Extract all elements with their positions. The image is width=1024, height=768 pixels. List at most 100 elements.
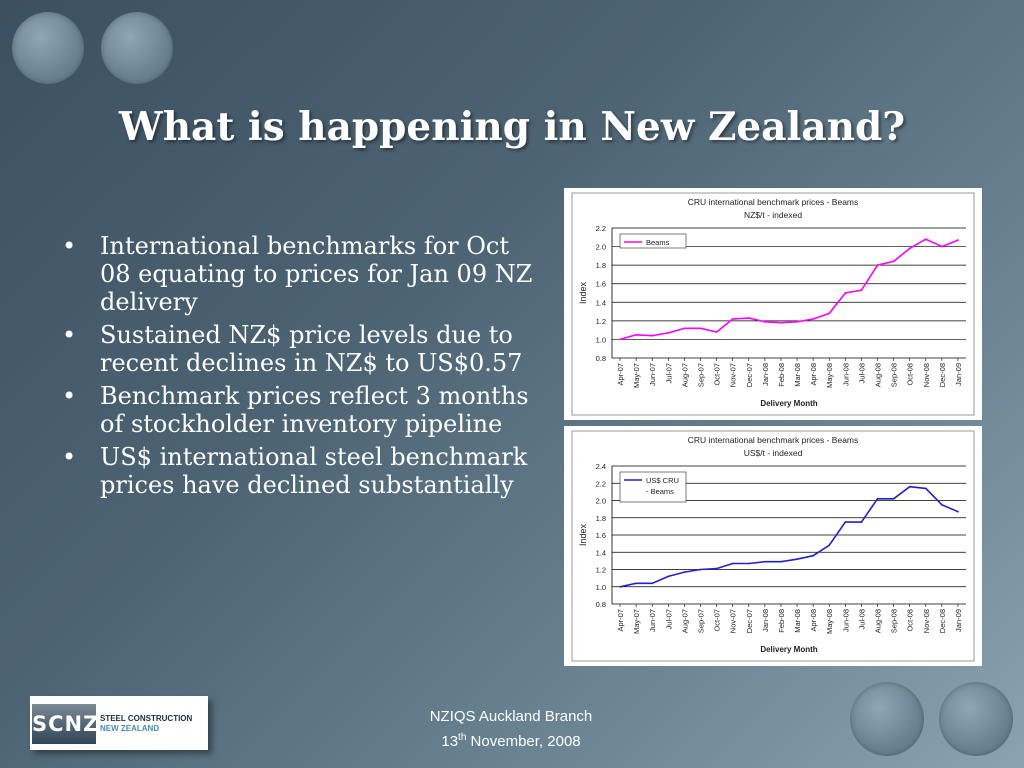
footer-date-rest: November, 2008 <box>466 733 581 750</box>
x-tick-label: Dec-08 <box>938 363 947 387</box>
data-point <box>957 510 959 513</box>
x-tick-label: Sep-08 <box>890 363 899 387</box>
data-point <box>699 568 702 571</box>
x-tick-label: Aug-07 <box>680 609 689 633</box>
data-point <box>731 318 734 320</box>
bullet-text: Benchmark prices reflect 3 months of sto… <box>100 382 529 438</box>
decorative-circle-bottom-right-2 <box>939 682 1013 756</box>
data-point <box>844 521 847 523</box>
x-tick-label: Aug-07 <box>680 363 689 387</box>
data-point <box>699 327 702 330</box>
nz-price-chart-panel: CRU international benchmark prices - Bea… <box>564 188 982 420</box>
x-tick-label: Feb-08 <box>777 363 786 387</box>
data-point <box>651 582 654 585</box>
y-axis-label: Index <box>578 523 588 546</box>
bullet-text: International benchmarks for Oct 08 equa… <box>100 232 533 316</box>
data-point <box>619 585 621 588</box>
x-tick-label: Sep-07 <box>697 609 706 633</box>
x-tick-label: Jun-07 <box>648 363 657 386</box>
chart-title: CRU international benchmark prices - Bea… <box>688 197 859 207</box>
decorative-circle-bottom-right-1 <box>850 682 924 756</box>
x-tick-label: Jul-07 <box>664 363 673 383</box>
y-tick-label: 1.0 <box>596 583 606 592</box>
us-price-chart-panel: CRU international benchmark prices - Bea… <box>564 426 982 666</box>
legend-label: Beams <box>646 238 670 247</box>
decorative-circle-top-left-2 <box>101 12 173 84</box>
data-point <box>924 487 927 490</box>
x-tick-label: Feb-08 <box>777 609 786 633</box>
chart-title: CRU international benchmark prices - Bea… <box>688 435 859 445</box>
x-tick-label: May-08 <box>825 363 834 388</box>
data-point <box>635 333 638 336</box>
data-point <box>667 575 670 578</box>
data-point <box>731 562 734 565</box>
data-point <box>683 327 686 330</box>
x-tick-label: Oct-07 <box>713 363 722 386</box>
x-tick-label: Oct-07 <box>713 609 722 632</box>
legend-box <box>619 471 687 503</box>
x-tick-label: Nov-07 <box>729 363 738 387</box>
x-tick-label: Jun-07 <box>648 609 657 632</box>
x-tick-label: Dec-07 <box>745 363 754 387</box>
y-tick-label: 2.2 <box>596 479 606 488</box>
series-line <box>619 238 959 341</box>
data-point <box>860 289 863 292</box>
series-line <box>619 485 959 588</box>
x-tick-label: Apr-08 <box>809 363 818 386</box>
data-point <box>876 497 879 500</box>
x-tick-label: May-08 <box>825 609 834 634</box>
footer-text: NZIQS Auckland Branch 13th November, 200… <box>400 706 622 752</box>
bullet-item: • International benchmarks for Oct 08 equ… <box>62 232 542 316</box>
x-tick-label: Mar-08 <box>793 609 802 633</box>
bullet-marker: • <box>62 321 77 349</box>
bullet-text: Sustained NZ$ price levels due to recent… <box>100 321 523 377</box>
data-point <box>876 264 879 267</box>
slide-title: What is happening in New Zealand? <box>118 104 906 150</box>
data-point <box>796 558 798 561</box>
bullet-list: • International benchmarks for Oct 08 equ… <box>62 232 542 504</box>
data-point <box>812 554 815 557</box>
x-tick-label: Sep-07 <box>697 363 706 387</box>
footer-line1: NZIQS Auckland Branch <box>429 708 593 725</box>
bullet-item: • US$ international steel benchmark price… <box>62 443 542 499</box>
x-tick-label: Jul-08 <box>857 609 866 629</box>
scnz-logo-mark: SCNZ <box>32 704 98 744</box>
x-tick-label: Jan-09 <box>954 363 963 386</box>
x-tick-label: Oct-08 <box>906 609 915 632</box>
x-tick-label: Jul-08 <box>857 363 866 383</box>
data-point <box>763 320 766 323</box>
x-tick-label: Jan-08 <box>761 609 770 632</box>
footer-date-suffix: th <box>458 732 467 743</box>
x-tick-label: Jul-07 <box>664 609 673 629</box>
legend-label: - Beams <box>646 487 674 496</box>
x-tick-label: Apr-08 <box>809 609 818 632</box>
data-point <box>715 567 718 570</box>
y-tick-label: 1.4 <box>596 548 606 557</box>
data-point <box>780 321 782 324</box>
data-point <box>635 582 638 585</box>
x-tick-label: Jun-08 <box>841 363 850 386</box>
data-point <box>828 544 831 547</box>
data-point <box>780 560 782 563</box>
data-point <box>828 312 831 315</box>
y-tick-label: 1.2 <box>596 317 606 326</box>
x-tick-label: Sep-08 <box>890 609 899 633</box>
data-point <box>892 497 895 500</box>
x-tick-label: Jan-08 <box>761 363 770 386</box>
bullet-marker: • <box>62 443 77 471</box>
decorative-circle-top-left-1 <box>12 12 84 84</box>
x-tick-label: Apr-07 <box>616 363 625 386</box>
x-tick-label: Jan-09 <box>954 609 963 632</box>
x-tick-label: Jun-08 <box>841 609 850 632</box>
bullet-item: • Sustained NZ$ price levels due to recen… <box>62 321 542 377</box>
bullet-marker: • <box>62 232 77 260</box>
y-tick-label: 2.4 <box>596 462 606 471</box>
footer-date: 13th November, 2008 <box>400 727 622 752</box>
y-tick-label: 1.4 <box>596 298 606 307</box>
y-tick-label: 1.0 <box>596 335 606 344</box>
data-point <box>908 247 911 250</box>
nz-price-chart: CRU international benchmark prices - Bea… <box>571 192 975 416</box>
data-point <box>924 238 927 241</box>
x-tick-label: Dec-07 <box>745 609 754 633</box>
x-tick-label: Nov-07 <box>729 609 738 633</box>
